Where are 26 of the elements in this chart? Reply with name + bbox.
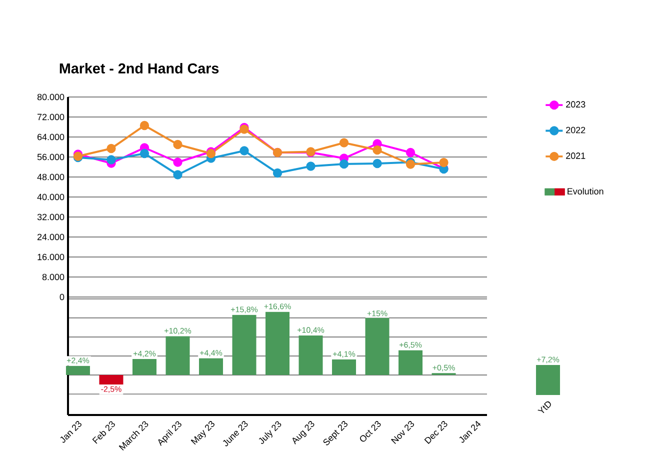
chart-title: Market - 2nd Hand Cars xyxy=(60,62,219,74)
y-tick-label: 0 xyxy=(60,294,64,300)
y-tick-label: 8.000 xyxy=(42,274,64,280)
y-tick-label: 56.000 xyxy=(37,154,64,160)
x-tick-label: YtD xyxy=(538,401,551,414)
x-tick-label: Oct 23 xyxy=(360,421,381,442)
legend-label: 2023 xyxy=(566,101,586,108)
legend-label: Evolution xyxy=(568,188,604,194)
y-tick-label: 64.000 xyxy=(38,134,64,140)
x-tick-label: July 23 xyxy=(258,421,282,444)
y-tick-label: 16.000 xyxy=(38,254,64,260)
x-tick-label: May 23 xyxy=(190,421,214,445)
y-tick-label: 32.000 xyxy=(37,214,64,220)
y-tick-label: 72.000 xyxy=(38,114,64,120)
legend-label: 2021 xyxy=(566,152,586,159)
x-tick-label: Aug 23 xyxy=(292,421,314,444)
x-tick-label: Jan 23 xyxy=(60,421,82,443)
x-tick-label: Jan 24 xyxy=(459,420,481,443)
legend-label: 2022 xyxy=(566,126,586,134)
y-tick-label: 48.000 xyxy=(37,174,64,180)
x-tick-label: Nov 23 xyxy=(391,421,414,444)
y-tick-label: 24.000 xyxy=(38,234,64,240)
y-tick-label: 40.000 xyxy=(37,194,64,200)
x-tick-label: Feb 23 xyxy=(92,421,115,444)
x-tick-label: Dec 23 xyxy=(424,421,448,444)
y-tick-label: 80.000 xyxy=(37,94,64,100)
